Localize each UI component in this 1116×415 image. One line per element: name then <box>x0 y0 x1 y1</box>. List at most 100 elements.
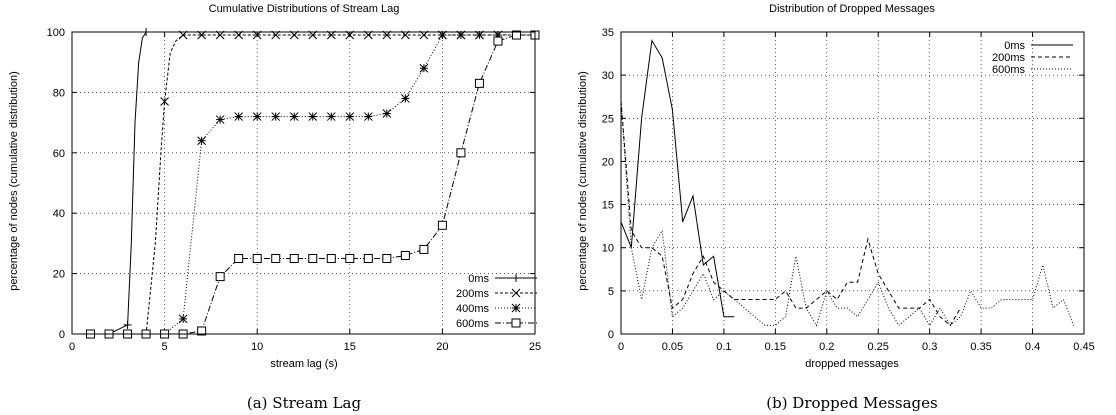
chart-a-legend-label: 0ms <box>468 273 489 285</box>
chart-b-ytick-label: 35 <box>602 27 614 39</box>
chart-a-series-400ms-point <box>308 112 318 121</box>
chart-stream-lag: Cumulative Distributions of Stream Lag s… <box>8 3 541 412</box>
chart-a-xtick-label: 10 <box>251 341 263 353</box>
chart-b-ylabel: percentage of nodes (cumulative distribu… <box>577 71 589 291</box>
chart-a-caption: (a) Stream Lag <box>247 394 362 412</box>
chart-a-series-0ms-point <box>123 320 132 329</box>
chart-a-legend-marker <box>511 288 521 298</box>
chart-b-legend-label: 200ms <box>992 52 1026 64</box>
chart-a-xtick-label: 5 <box>162 341 168 353</box>
chart-a-ytick-label: 60 <box>53 148 65 160</box>
chart-a-series-600ms-point <box>474 78 484 88</box>
chart-a-frame <box>71 31 536 335</box>
chart-a-series-600ms-point <box>382 254 392 263</box>
chart-a-series-600ms-point <box>289 254 299 263</box>
chart-a-legend: 0ms 200ms 400ms 600ms <box>456 273 537 330</box>
chart-a-xtick-label: 20 <box>436 341 448 353</box>
chart-a-ytick-label: 20 <box>53 269 65 281</box>
chart-a-ytick-label: 80 <box>53 87 65 99</box>
chart-a-series-400ms-point <box>401 94 410 103</box>
chart-a-ytick-label: 100 <box>47 27 65 39</box>
chart-a-legend-label: 400ms <box>456 303 490 315</box>
chart-b-xtick-label: 0.45 <box>1073 341 1094 353</box>
chart-a-series-400ms-point <box>345 112 355 121</box>
chart-a-series-600ms-point <box>511 30 521 40</box>
chart-a-legend-marker <box>511 303 521 313</box>
chart-a-series-600ms-point <box>197 326 207 336</box>
chart-b-grid <box>621 32 1084 334</box>
chart-a-series-400ms-point <box>252 112 262 121</box>
chart-b-frame <box>620 31 1085 335</box>
chart-b-xtick-label: 0.2 <box>819 341 834 353</box>
chart-a-series-400ms-point <box>326 112 336 121</box>
chart-b-xtick-label: 0.3 <box>922 341 937 353</box>
chart-a-xtick-label: 0 <box>69 341 75 353</box>
chart-b-xtick-label: 0.05 <box>662 341 683 353</box>
chart-b-xtick-label: 0.4 <box>1025 341 1040 353</box>
chart-dropped-messages: Distribution of Dropped Messages dropped… <box>577 3 1095 412</box>
chart-a-ylabel: percentage of nodes (cumulative distribu… <box>8 71 20 291</box>
chart-a-series-400ms-point <box>215 115 225 124</box>
chart-b-ytick-label: 10 <box>602 243 614 255</box>
chart-b-xtick-label: 0.1 <box>716 341 731 353</box>
chart-a-series-600ms-point <box>252 254 262 263</box>
chart-a-series-600ms-point <box>437 220 447 230</box>
chart-b-series-600ms <box>620 100 1075 327</box>
chart-a-legend-label: 200ms <box>456 288 490 300</box>
chart-b-legend-label: 0ms <box>1004 40 1025 52</box>
chart-b-ytick-label: 0 <box>608 329 614 341</box>
chart-a-series-400ms-point <box>178 314 188 324</box>
chart-b-ytick-label: 5 <box>608 286 614 298</box>
chart-b-xtick-label: 0.15 <box>765 341 786 353</box>
chart-a-series-400ms-point <box>197 136 206 146</box>
chart-a-series-600ms-point <box>400 250 410 260</box>
chart-b-series-600ms-line <box>620 100 1075 327</box>
chart-a-series-400ms-point <box>289 112 299 121</box>
chart-b-caption: (b) Dropped Messages <box>766 394 938 412</box>
chart-a-series-400ms-point <box>382 109 392 118</box>
chart-a-ticks: 0 5 10 15 20 25 0 20 40 60 80 100 <box>47 27 541 353</box>
chart-b-ytick-label: 15 <box>602 200 614 212</box>
chart-a-legend-marker <box>512 274 520 282</box>
chart-b-series-200ms <box>620 100 961 327</box>
chart-b-legend-label: 600ms <box>992 64 1026 76</box>
chart-a-series-600ms-point <box>234 254 244 263</box>
chart-a-series-600ms-point <box>363 254 373 263</box>
chart-b-ytick-label: 25 <box>602 113 614 125</box>
chart-a-series-400ms-point <box>271 112 281 121</box>
chart-a-legend-label: 600ms <box>456 318 490 330</box>
chart-b-xtick-label: 0.25 <box>868 341 889 353</box>
chart-b-series-200ms-line <box>620 100 961 327</box>
chart-a-xtick-label: 15 <box>344 341 356 353</box>
chart-a-series-400ms-point <box>419 63 429 73</box>
chart-b-ytick-label: 20 <box>602 156 614 168</box>
chart-a-xlabel: stream lag (s) <box>270 358 337 370</box>
chart-a-ytick-label: 40 <box>53 208 65 220</box>
chart-a-ytick-label: 0 <box>59 329 65 341</box>
chart-b-xtick-label: 0.35 <box>970 341 991 353</box>
chart-b-series-0ms-line <box>620 39 735 318</box>
chart-a-series-600ms-point <box>345 254 355 263</box>
chart-b-series <box>620 39 1075 327</box>
chart-a-series-600ms-point <box>493 36 503 46</box>
chart-b-series-0ms <box>620 39 735 318</box>
chart-a-series-400ms-point <box>234 112 244 121</box>
chart-a-series-600ms-point <box>215 272 225 282</box>
chart-b-title: Distribution of Dropped Messages <box>769 3 935 15</box>
chart-b-xlabel: dropped messages <box>805 358 899 370</box>
chart-a-legend-marker <box>511 318 521 328</box>
chart-a-series-600ms-point <box>326 254 336 263</box>
chart-b-ytick-label: 30 <box>602 70 614 82</box>
chart-a-series-400ms-point <box>363 112 373 121</box>
chart-b-xtick-label: 0 <box>618 341 624 353</box>
chart-b-ticks: 0 0.05 0.1 0.15 0.2 0.25 0.3 0.35 0.4 0.45 0 5 10 15 2… <box>602 27 1095 353</box>
chart-a-xtick-label: 25 <box>529 341 541 353</box>
chart-a-series-600ms-point <box>308 254 318 263</box>
chart-a-series-600ms-point <box>419 244 429 254</box>
chart-a-title: Cumulative Distributions of Stream Lag <box>209 3 400 15</box>
chart-a-series-600ms-point <box>456 148 466 158</box>
chart-a-series-200ms-point <box>160 97 169 106</box>
chart-a-series-600ms-point <box>271 254 281 263</box>
